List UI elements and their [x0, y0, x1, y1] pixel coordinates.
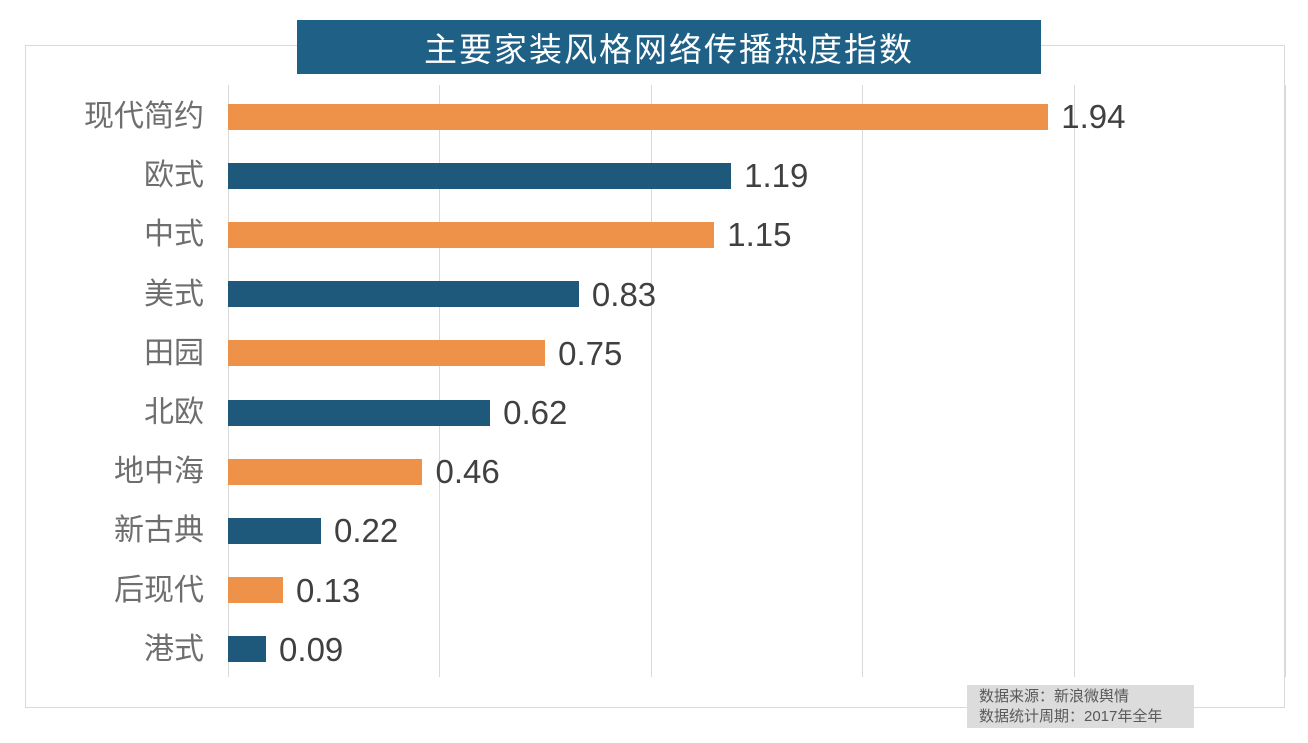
gridline — [1073, 85, 1075, 677]
period-line: 数据统计周期：2017年全年 — [979, 708, 1163, 725]
bar-欧式 — [228, 162, 732, 189]
category-label: 新古典 — [114, 514, 204, 548]
bar-田园 — [228, 340, 546, 367]
value-label: 1.94 — [1061, 98, 1126, 135]
bar-中式 — [228, 221, 715, 248]
bar-row: 0.46 — [228, 440, 1285, 499]
gridline — [1285, 85, 1286, 677]
value-label: 0.75 — [558, 334, 623, 372]
source-line: 数据来源：新浪微舆情 — [979, 688, 1130, 705]
bar-row: 0.13 — [228, 559, 1285, 618]
value-label: 0.09 — [279, 630, 344, 668]
value-label: 1.19 — [744, 157, 809, 195]
gridline — [228, 85, 229, 677]
bar-北欧 — [228, 399, 491, 426]
value-label: 0.62 — [503, 394, 568, 431]
bar-row: 0.83 — [228, 263, 1285, 322]
plot-area: 1.94 1.19 1.15 0.83 0.75 0.62 0.46 0.22 0.13 0.09 — [228, 85, 1286, 677]
chart-title: 主要家装风格网络传播热度指数 — [424, 31, 914, 68]
category-label: 美式 — [144, 277, 204, 311]
value-label: 0.46 — [435, 453, 500, 491]
bar-row: 1.15 — [228, 203, 1285, 262]
bar-row: 0.22 — [228, 499, 1285, 558]
category-label: 欧式 — [144, 159, 204, 193]
value-label: 1.15 — [727, 216, 792, 254]
category-label: 地中海 — [114, 455, 204, 489]
bar-港式 — [228, 636, 267, 663]
bar-row: 0.75 — [228, 322, 1285, 381]
category-label: 中式 — [144, 218, 204, 252]
category-label: 现代简约 — [84, 100, 204, 133]
bar-后现代 — [228, 577, 283, 604]
value-label: 0.83 — [591, 275, 657, 313]
bar-row: 1.19 — [228, 144, 1285, 203]
gridline — [862, 85, 864, 677]
bar-row: 0.62 — [228, 381, 1285, 440]
bar-row: 0.09 — [228, 618, 1285, 677]
category-label: 港式 — [144, 632, 204, 666]
bar-row: 1.94 — [228, 85, 1285, 144]
value-label: 0.22 — [334, 512, 399, 550]
bar-现代简约 — [228, 103, 1049, 130]
gridline — [650, 85, 652, 677]
category-label: 北欧 — [144, 396, 204, 429]
chart-title-bar: 主要家装风格网络传播热度指数 — [297, 20, 1041, 74]
value-label: 0.13 — [295, 571, 361, 609]
category-label: 田园 — [144, 336, 204, 370]
category-label: 后现代 — [114, 573, 204, 607]
source-note: 数据来源：新浪微舆情 数据统计周期：2017年全年 — [967, 685, 1194, 728]
bar-地中海 — [228, 458, 423, 485]
bar-美式 — [228, 281, 579, 308]
gridline — [439, 85, 441, 677]
bar-新古典 — [228, 517, 322, 544]
